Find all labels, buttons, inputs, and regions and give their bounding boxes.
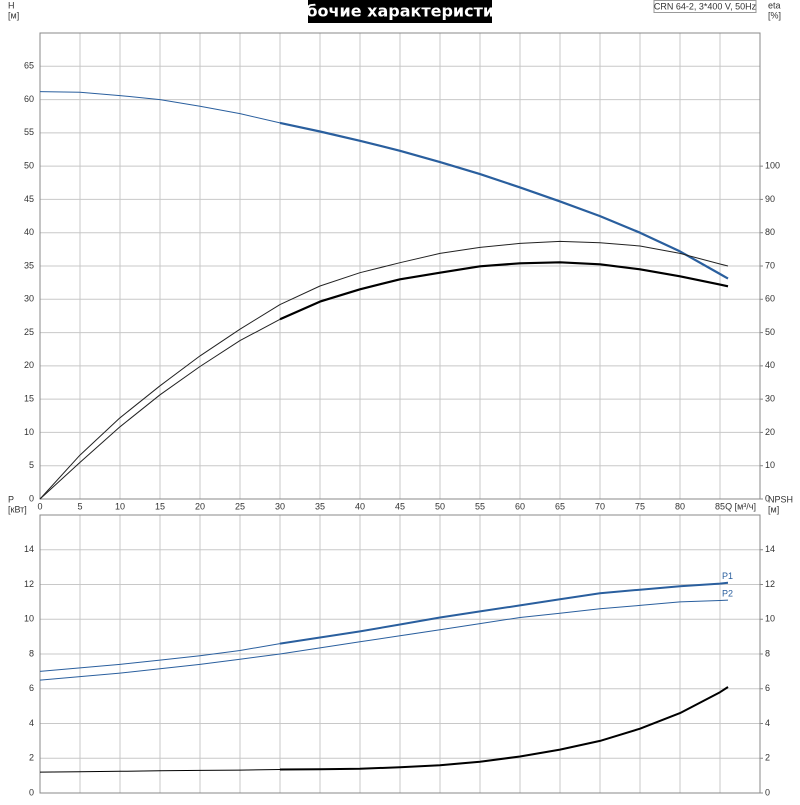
y-tick-label: 65 bbox=[24, 61, 34, 71]
y-tick-label: 30 bbox=[24, 294, 34, 304]
x-tick-label: 55 bbox=[475, 501, 485, 511]
curve bbox=[39, 240, 729, 500]
y2-tick-label: 20 bbox=[765, 427, 775, 437]
y-tick-label: 55 bbox=[24, 127, 34, 137]
x-tick-label: 75 bbox=[635, 501, 645, 511]
y2-tick-label: 2 bbox=[765, 753, 770, 763]
chart-title: Рабочие характеристики bbox=[284, 2, 516, 21]
y2-tick-label: 10 bbox=[765, 614, 775, 624]
y-tick-label: 10 bbox=[24, 614, 34, 624]
x-tick-label: 40 bbox=[355, 501, 365, 511]
x-tick-label: 15 bbox=[155, 501, 165, 511]
x-tick-label: 5 bbox=[77, 501, 82, 511]
curve-label: P1 bbox=[722, 571, 733, 581]
y-tick-label: 6 bbox=[29, 683, 34, 693]
y2-tick-label: 0 bbox=[765, 493, 770, 503]
y-tick-label: 60 bbox=[24, 94, 34, 104]
y-tick-label: 8 bbox=[29, 648, 34, 658]
y2-tick-label: 40 bbox=[765, 360, 775, 370]
y2-tick-label: 0 bbox=[765, 787, 770, 797]
curve bbox=[279, 261, 729, 321]
y2-tick-label: 70 bbox=[765, 260, 775, 270]
y-tick-label: 35 bbox=[24, 260, 34, 270]
y-tick-label: 12 bbox=[24, 579, 34, 589]
y2-axis-label: eta bbox=[768, 0, 781, 10]
y-tick-label: 15 bbox=[24, 394, 34, 404]
y2-tick-label: 10 bbox=[765, 460, 775, 470]
y-tick-label: 25 bbox=[24, 327, 34, 337]
curve bbox=[39, 91, 281, 124]
title-box bbox=[308, 0, 492, 23]
x-tick-label: 60 bbox=[515, 501, 525, 511]
x-tick-label: 0 bbox=[37, 501, 42, 511]
curve-label: P2 bbox=[722, 589, 733, 599]
y-tick-label: 0 bbox=[29, 787, 34, 797]
x-tick-label: 25 bbox=[235, 501, 245, 511]
y-axis-unit: [м] bbox=[8, 10, 19, 20]
x-tick-label: 35 bbox=[315, 501, 325, 511]
y-tick-label: 14 bbox=[24, 544, 34, 554]
y2-tick-label: 8 bbox=[765, 648, 770, 658]
plot-frame bbox=[39, 32, 761, 500]
y-tick-label: 40 bbox=[24, 227, 34, 237]
y2-axis-unit: [%] bbox=[768, 10, 781, 20]
y-tick-label: 2 bbox=[29, 753, 34, 763]
y-tick-label: 45 bbox=[24, 194, 34, 204]
note: CRN 64-2, 3*400 V, 50Hz bbox=[654, 1, 757, 11]
curve bbox=[39, 318, 281, 500]
y2-tick-label: 30 bbox=[765, 394, 775, 404]
x-axis-label: Q [м³/ч] bbox=[725, 501, 756, 511]
y2-tick-label: 80 bbox=[765, 227, 775, 237]
y2-axis-label: NPSH bbox=[768, 494, 793, 504]
y-tick-label: 50 bbox=[24, 161, 34, 171]
y-tick-label: 4 bbox=[29, 718, 34, 728]
y-axis-label: P bbox=[8, 494, 14, 504]
y2-tick-label: 6 bbox=[765, 683, 770, 693]
x-tick-label: 10 bbox=[115, 501, 125, 511]
y2-tick-label: 12 bbox=[765, 579, 775, 589]
x-tick-label: 80 bbox=[675, 501, 685, 511]
note-box bbox=[653, 0, 757, 13]
y-tick-label: 5 bbox=[29, 460, 34, 470]
y2-tick-label: 100 bbox=[765, 161, 780, 171]
y2-tick-label: 60 bbox=[765, 294, 775, 304]
y-axis-label: H bbox=[8, 0, 15, 10]
x-tick-label: 50 bbox=[435, 501, 445, 511]
y2-tick-label: 4 bbox=[765, 718, 770, 728]
y-tick-label: 20 bbox=[24, 360, 34, 370]
curve bbox=[279, 686, 729, 771]
y-tick-label: 10 bbox=[24, 427, 34, 437]
x-tick-label: 85 bbox=[715, 501, 725, 511]
y2-axis-unit: [м] bbox=[768, 504, 779, 514]
x-tick-label: 20 bbox=[195, 501, 205, 511]
curve bbox=[39, 599, 729, 681]
plot-frame bbox=[39, 514, 761, 794]
x-tick-label: 45 bbox=[395, 501, 405, 511]
curve bbox=[39, 643, 281, 672]
y2-tick-label: 50 bbox=[765, 327, 775, 337]
curve bbox=[39, 769, 281, 773]
curve bbox=[279, 581, 729, 645]
x-tick-label: 30 bbox=[275, 501, 285, 511]
x-tick-label: 70 bbox=[595, 501, 605, 511]
y-tick-label: 0 bbox=[29, 493, 34, 503]
x-tick-label: 65 bbox=[555, 501, 565, 511]
y2-tick-label: 14 bbox=[765, 544, 775, 554]
curve bbox=[279, 121, 729, 280]
y-axis-unit: [кВт] bbox=[8, 504, 27, 514]
y2-tick-label: 90 bbox=[765, 194, 775, 204]
